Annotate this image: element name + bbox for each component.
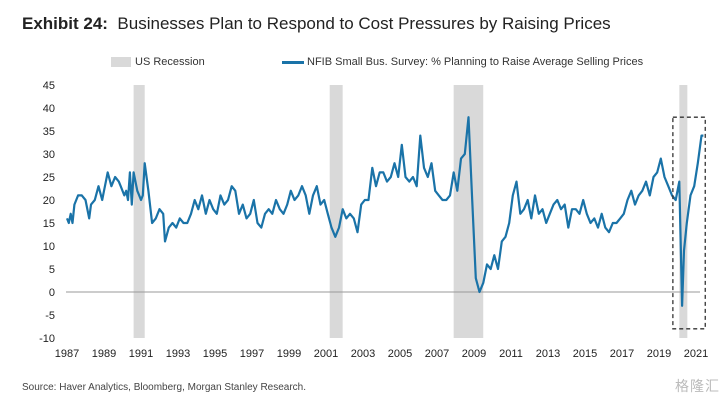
y-tick-label: 25 [43,172,55,184]
legend: US Recession NFIB Small Bus. Survey: % P… [0,56,728,72]
x-tick-label: 2003 [351,348,375,360]
y-tick-label: 30 [43,149,55,161]
x-tick-label: 2009 [462,348,486,360]
x-tick-label: 1993 [166,348,190,360]
y-tick-label: -10 [39,333,55,345]
legend-item-series: NFIB Small Bus. Survey: % Planning to Ra… [282,56,643,68]
exhibit-label: Exhibit 24: [22,14,108,33]
x-tick-label: 1989 [92,348,116,360]
x-tick-label: 1991 [129,348,153,360]
x-tick-label: 2011 [499,348,523,360]
y-tick-label: 40 [43,103,55,115]
x-tick-label: 1987 [55,348,79,360]
y-tick-label: 0 [49,287,55,299]
series-line-nfib [65,116,704,307]
x-tick-label: 2007 [425,348,449,360]
watermark-logo: 格隆汇 [675,378,720,394]
x-tick-label: 1999 [277,348,301,360]
x-tick-label: 2013 [536,348,560,360]
legend-label-recession: US Recession [135,56,205,68]
recession-swatch [111,57,131,67]
recession-bands [133,85,688,338]
legend-label-series: NFIB Small Bus. Survey: % Planning to Ra… [307,56,644,68]
y-tick-label: 45 [43,80,55,92]
x-tick-label: 2005 [388,348,412,360]
x-axis-ticks: 1987 1989 1991 1993 1995 1997 1999 2001 2003 2005… [55,348,708,360]
x-tick-label: 2017 [610,348,634,360]
x-tick-label: 2001 [314,348,338,360]
recession-band-3 [679,85,688,338]
x-tick-label: 2021 [684,348,708,360]
recession-band-1 [329,85,343,338]
chart-title: Exhibit 24: Businesses Plan to Respond t… [22,14,611,34]
y-tick-label: -5 [45,310,55,322]
x-tick-label: 1997 [240,348,264,360]
y-tick-label: 10 [43,241,55,253]
highlight-box [672,116,706,330]
x-tick-label: 1995 [203,348,227,360]
y-axis-ticks: 45 40 35 30 25 20 15 10 5 0 -5 -10 [39,80,55,345]
y-tick-label: 15 [43,218,55,230]
title-text: Businesses Plan to Respond to Cost Press… [117,14,611,33]
series-swatch [282,60,304,64]
source-note: Source: Haver Analytics, Bloomberg, Morg… [22,382,307,393]
x-tick-label: 2015 [573,348,597,360]
y-tick-label: 35 [43,126,55,138]
y-tick-label: 20 [43,195,55,207]
recession-band-0 [133,85,145,338]
legend-item-recession: US Recession [111,56,205,68]
y-tick-label: 5 [49,264,55,276]
x-tick-label: 2019 [647,348,671,360]
